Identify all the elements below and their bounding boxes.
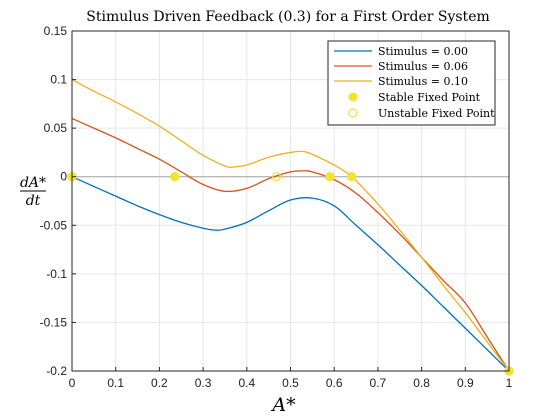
stable-fixed-point bbox=[346, 172, 357, 182]
y-tick-label: 0.05 bbox=[44, 121, 68, 135]
y-tick-label: 0.1 bbox=[50, 73, 67, 87]
x-tick-label: 0.5 bbox=[282, 376, 299, 390]
x-tick-label: 0.8 bbox=[413, 376, 430, 390]
x-tick-label: 0 bbox=[69, 376, 76, 390]
y-axis-label: dA* dt bbox=[20, 175, 46, 209]
x-tick-label: 0.6 bbox=[326, 376, 343, 390]
chart-title: Stimulus Driven Feedback (0.3) for a Fir… bbox=[86, 9, 490, 25]
unstable-fixed-point bbox=[271, 172, 282, 182]
y-tick-label: 0.15 bbox=[44, 24, 68, 38]
x-tick-label: 0.9 bbox=[457, 376, 474, 390]
x-tick-label: 1 bbox=[506, 376, 513, 390]
legend-label-unstable: Unstable Fixed Point bbox=[378, 107, 495, 120]
x-tick-label: 0.3 bbox=[195, 376, 212, 390]
x-tick-label: 0.1 bbox=[107, 376, 124, 390]
stable-fixed-point bbox=[325, 172, 335, 182]
legend-box bbox=[327, 40, 496, 126]
x-axis-label: A* bbox=[270, 394, 296, 416]
stable-fixed-point bbox=[169, 172, 180, 182]
y-axis-label-numerator: dA* bbox=[20, 175, 46, 191]
series-line-stimulus-1 bbox=[71, 117, 510, 372]
x-tick-label: 0.7 bbox=[370, 376, 387, 390]
legend-label-stimulus-0: Stimulus = 0.00 bbox=[378, 45, 468, 58]
x-tick-label: 0.4 bbox=[238, 376, 255, 390]
legend-label-stable: Stable Fixed Point bbox=[378, 91, 481, 104]
y-tick-label: -0.15 bbox=[40, 315, 68, 329]
y-tick-label: -0.1 bbox=[46, 267, 67, 281]
y-tick-label: -0.2 bbox=[46, 364, 67, 378]
y-tick-label: -0.05 bbox=[40, 218, 68, 232]
legend-marker-unstable bbox=[348, 108, 358, 118]
y-axis-label-denominator: dt bbox=[26, 193, 41, 209]
legend-marker-stable bbox=[348, 92, 358, 102]
legend-label-stimulus-2: Stimulus = 0.10 bbox=[378, 75, 468, 88]
y-tick-label: 0 bbox=[60, 170, 67, 184]
series-line-stimulus-0 bbox=[71, 176, 510, 372]
legend-label-stimulus-1: Stimulus = 0.06 bbox=[378, 60, 468, 73]
y-ticks: 0.15 0.1 0.05 0 -0.05 -0.1 -0.15 -0.2 bbox=[40, 24, 76, 378]
x-tick-label: 0.2 bbox=[151, 376, 168, 390]
series-line-stimulus-2 bbox=[71, 78, 510, 372]
series-lines bbox=[71, 78, 510, 372]
x-ticks: 0 0.1 0.2 0.3 0.4 0.5 0.6 0.7 0.8 0.9 1 bbox=[69, 367, 513, 390]
legend: Stimulus = 0.00 Stimulus = 0.06 Stimulus… bbox=[327, 40, 496, 126]
